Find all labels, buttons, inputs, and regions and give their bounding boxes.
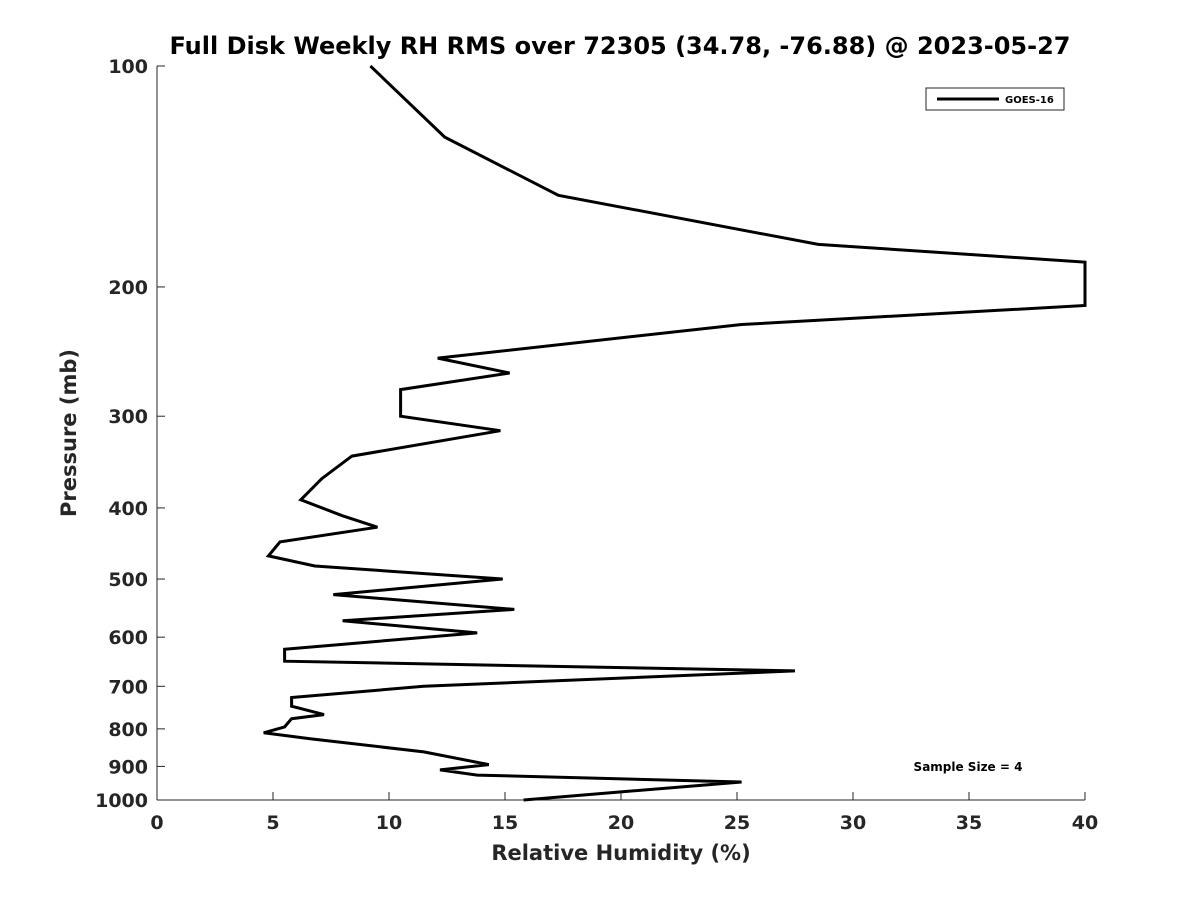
y-tick-label: 100 xyxy=(108,56,148,78)
y-tick-label: 600 xyxy=(108,627,148,649)
series-line-goes-16 xyxy=(263,64,1087,802)
y-tick-label: 500 xyxy=(108,569,148,591)
y-axis-label: Pressure (mb) xyxy=(57,349,81,517)
x-tick-label: 5 xyxy=(266,812,279,834)
legend: GOES-16 xyxy=(925,87,1065,111)
y-axis-ticks: 100 200 300 400 500 600 700 800 900 1000 xyxy=(95,56,165,812)
x-axis-label: Relative Humidity (%) xyxy=(491,841,750,865)
y-tick-label: 200 xyxy=(108,277,148,299)
y-tick-label: 400 xyxy=(108,498,148,520)
chart-title: Full Disk Weekly RH RMS over 72305 (34.7… xyxy=(169,32,1070,60)
series-group xyxy=(263,64,1087,802)
y-tick-label: 900 xyxy=(108,756,148,778)
y-tick-label: 1000 xyxy=(95,790,148,812)
x-tick-label: 10 xyxy=(376,812,402,834)
y-tick-label: 700 xyxy=(108,676,148,698)
x-tick-label: 20 xyxy=(608,812,634,834)
plot-area xyxy=(156,66,1085,801)
x-tick-label: 30 xyxy=(840,812,866,834)
x-tick-label: 0 xyxy=(150,812,163,834)
x-tick-label: 25 xyxy=(724,812,750,834)
x-tick-label: 15 xyxy=(492,812,518,834)
sample-size-annotation: Sample Size = 4 xyxy=(914,760,1023,774)
x-tick-label: 35 xyxy=(956,812,982,834)
x-axis-ticks: 0 5 10 15 20 25 30 35 40 xyxy=(150,792,1098,834)
y-tick-label: 800 xyxy=(108,719,148,741)
x-tick-label: 40 xyxy=(1072,812,1098,834)
legend-label-goes-16: GOES-16 xyxy=(1005,95,1054,106)
y-tick-label: 300 xyxy=(108,406,148,428)
